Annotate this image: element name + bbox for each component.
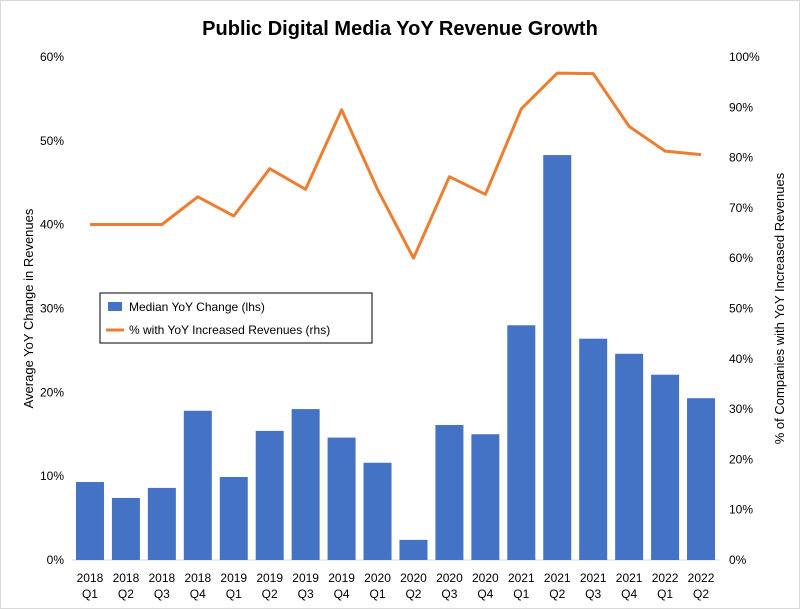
x-tick-label-quarter: Q1 [513,587,529,601]
y-right-tick-label: 70% [729,201,753,215]
legend-box [99,292,373,344]
y-right-tick-label: 100% [729,50,760,64]
x-tick-label-quarter: Q4 [190,587,206,601]
legend-label-line: % with YoY Increased Revenues (rhs) [129,323,330,337]
y-right-tick-label: 90% [729,100,753,114]
x-tick-label-year: 2020 [436,571,463,585]
x-tick-label-quarter: Q4 [621,587,637,601]
y-right-tick-label: 50% [729,302,753,316]
bar [327,437,356,560]
legend-swatch-bar [108,302,122,311]
x-tick-label-year: 2018 [113,571,140,585]
y-left-axis-title: Average YoY Change in Revenues [21,208,36,408]
y-right-tick-label: 0% [729,553,747,567]
x-tick-label-quarter: Q2 [405,587,421,601]
y-left-tick-label: 40% [40,218,64,232]
x-tick-label-quarter: Q3 [298,587,314,601]
x-tick-label-quarter: Q2 [262,587,278,601]
x-tick-label-year: 2020 [472,571,499,585]
bar [399,539,428,560]
bar [507,325,536,560]
line-series-path [90,71,702,260]
x-tick-label-quarter: Q2 [693,587,709,601]
x-tick-label-year: 2022 [688,571,715,585]
y-right-tick-label: 10% [729,503,753,517]
y-left-tick-label: 0% [47,553,65,567]
x-tick-label-year: 2019 [328,571,355,585]
x-tick-label-quarter: Q3 [154,587,170,601]
x-tick-label-quarter: Q1 [370,587,386,601]
bar [111,497,140,560]
x-tick-label-quarter: Q4 [477,587,493,601]
bar [363,462,392,560]
x-tick-label-quarter: Q3 [585,587,601,601]
y-left-tick-label: 60% [40,50,64,64]
x-tick-label-year: 2021 [508,571,535,585]
bar [543,155,572,560]
x-tick-label-quarter: Q1 [657,587,673,601]
x-tick-label-year: 2019 [220,571,247,585]
x-tick-label-quarter: Q1 [226,587,242,601]
x-tick-label-quarter: Q2 [549,587,565,601]
y-left-tick-label: 20% [40,385,64,399]
x-tick-label-year: 2018 [149,571,176,585]
y-right-tick-label: 30% [729,402,753,416]
x-tick-label-year: 2020 [364,571,391,585]
y-right-tick-label: 80% [729,151,753,165]
bar [291,409,320,560]
bar [183,410,212,560]
bar [147,487,176,560]
bar [435,425,464,560]
x-tick-label-year: 2021 [616,571,643,585]
chart-title: Public Digital Media YoY Revenue Growth [202,18,598,40]
y-left-tick-label: 10% [40,469,64,483]
legend-label-bar: Median YoY Change (lhs) [129,300,265,314]
y-right-axis-title: % of Companies with YoY Increased Revenu… [772,172,787,444]
x-tick-label-quarter: Q4 [334,587,350,601]
x-tick-label-year: 2021 [544,571,571,585]
y-right-tick-label: 20% [729,452,753,466]
x-tick-label-quarter: Q1 [82,587,98,601]
x-tick-label-year: 2020 [400,571,427,585]
y-left-tick-label: 30% [40,302,64,316]
x-tick-label-year: 2019 [292,571,319,585]
bar [255,430,284,560]
bar [471,434,500,560]
bar [579,338,608,560]
bar [687,398,716,560]
y-right-tick-label: 60% [729,251,753,265]
bar [615,353,644,560]
bar [75,482,104,560]
x-tick-label-quarter: Q3 [441,587,457,601]
bar [219,477,248,560]
y-right-tick-label: 40% [729,352,753,366]
x-tick-label-year: 2022 [652,571,679,585]
plot-area: 0% 10% 20% 30% 40% 50% 60% 0% 10% 20% 30% 40% 50% 60%… [21,50,787,601]
x-tick-label-year: 2018 [184,571,211,585]
x-tick-label-year: 2021 [580,571,607,585]
x-tick-label-quarter: Q2 [118,587,134,601]
x-tick-label-year: 2019 [256,571,283,585]
bar [651,374,680,560]
y-left-tick-label: 50% [40,134,64,148]
x-tick-label-year: 2018 [77,571,104,585]
